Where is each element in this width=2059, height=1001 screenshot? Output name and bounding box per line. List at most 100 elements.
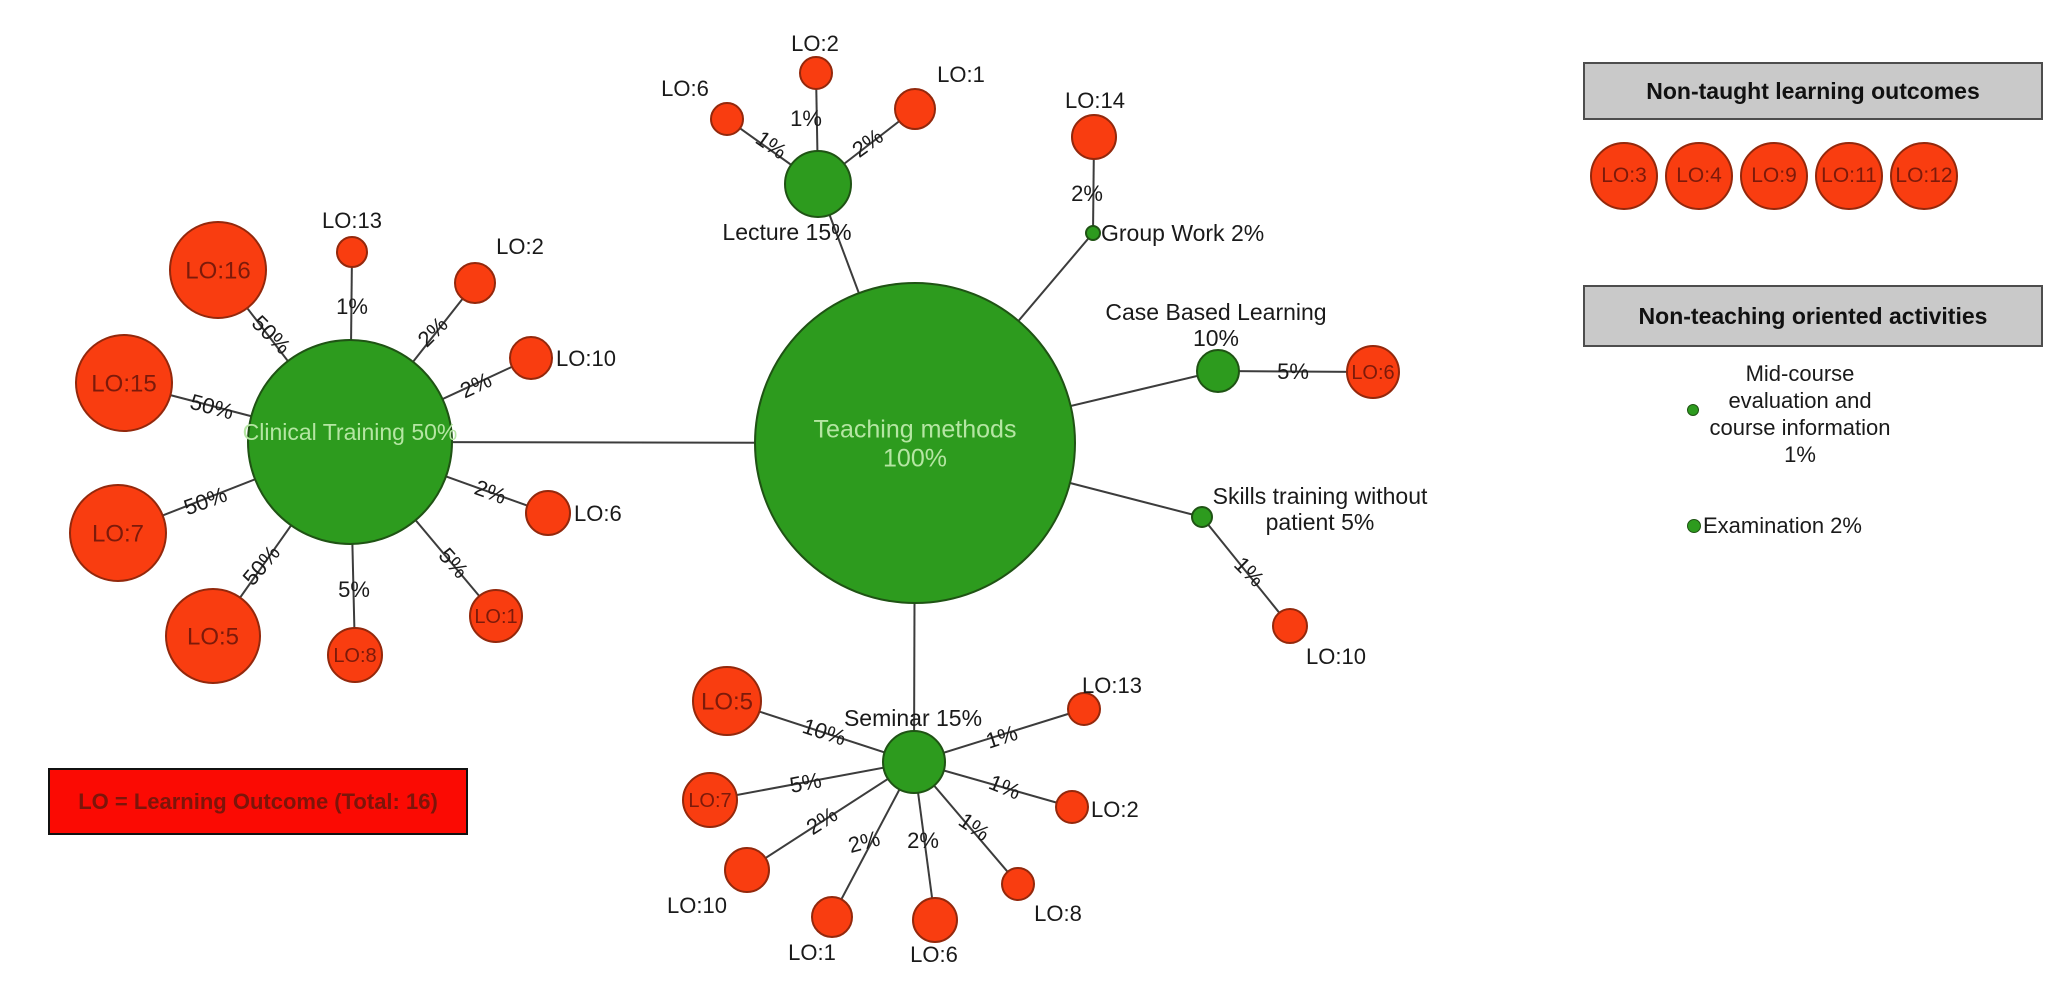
node-label-clinical-lo6: LO:6 bbox=[574, 501, 622, 526]
edge-seminar--seminar-lo7 bbox=[709, 761, 915, 801]
mid-course-line-4: 1% bbox=[1784, 442, 1816, 467]
node-clinical-lo10 bbox=[509, 336, 553, 380]
node-label-group-work-lo14: LO:14 bbox=[1065, 88, 1125, 113]
non-taught-outcome-lo12: LO:12 bbox=[1890, 142, 1958, 210]
node-seminar-lo13 bbox=[1067, 692, 1101, 726]
mid-course-line-3: course information bbox=[1709, 415, 1891, 440]
node-seminar-lo10 bbox=[724, 847, 770, 893]
node-clinical-lo2 bbox=[454, 262, 496, 304]
node-case-based-learning bbox=[1196, 349, 1240, 393]
edge-label-clinical-training--clinical-lo10: 2% bbox=[456, 367, 495, 403]
mid-course-line-1: Mid-course bbox=[1745, 361, 1855, 386]
node-lecture bbox=[784, 150, 852, 218]
node-label-clinical-lo1: LO:1 bbox=[474, 606, 517, 628]
mid-course-evaluation-label: Mid-course evaluation and course informa… bbox=[1697, 360, 1903, 468]
edge-label-group-work--group-work-lo14: 2% bbox=[1071, 181, 1103, 206]
node-label-seminar-lo2: LO:2 bbox=[1091, 797, 1139, 822]
node-label-seminar-lo13: LO:13 bbox=[1082, 673, 1142, 698]
legend-label: LO = Learning Outcome (Total: 16) bbox=[78, 788, 438, 814]
node-seminar bbox=[882, 730, 946, 794]
node-seminar-lo8 bbox=[1001, 867, 1035, 901]
edge-label-seminar--seminar-lo10: 2% bbox=[802, 802, 842, 840]
edge-label-seminar--seminar-lo1: 2% bbox=[845, 826, 882, 858]
node-label-skills-lo10: LO:10 bbox=[1306, 644, 1366, 669]
non-teaching-header: Non-teaching oriented activities bbox=[1583, 285, 2043, 347]
node-clinical-lo8 bbox=[327, 627, 383, 683]
edge-label-seminar--seminar-lo5: 10% bbox=[800, 713, 850, 750]
node-label-clinical-lo13: LO:13 bbox=[322, 208, 382, 233]
edge-label-case-based-learning--cbl-lo6: 5% bbox=[1277, 359, 1309, 384]
node-clinical-training bbox=[247, 339, 453, 545]
node-label-clinical-lo7: LO:7 bbox=[92, 520, 144, 547]
node-label-clinical-lo16: LO:16 bbox=[185, 257, 250, 284]
non-taught-header: Non-taught learning outcomes bbox=[1583, 62, 2043, 120]
node-clinical-lo1 bbox=[469, 589, 523, 643]
node-seminar-lo6 bbox=[912, 897, 958, 943]
node-label-cbl-lo6: LO:6 bbox=[1351, 362, 1394, 384]
mid-course-line-2: evaluation and bbox=[1728, 388, 1872, 413]
edge-label-clinical-training--clinical-lo5: 50% bbox=[238, 540, 285, 590]
non-taught-outcome-lo11: LO:11 bbox=[1815, 142, 1883, 210]
node-clinical-lo15 bbox=[75, 334, 173, 432]
node-seminar-lo2 bbox=[1055, 790, 1089, 824]
edge-label-seminar--seminar-lo8: 1% bbox=[954, 807, 994, 846]
node-label-lecture-lo6: LO:6 bbox=[661, 76, 709, 101]
node-lecture-lo1 bbox=[894, 88, 936, 130]
node-group-work bbox=[1085, 225, 1101, 241]
node-clinical-lo16 bbox=[169, 221, 267, 319]
edge-label-seminar--seminar-lo6: 2% bbox=[907, 828, 939, 853]
node-label-seminar-lo5: LO:5 bbox=[701, 688, 753, 715]
node-label-case-based-learning: Case Based Learning 10% bbox=[1105, 299, 1326, 351]
node-label-clinical-lo10: LO:10 bbox=[556, 346, 616, 371]
node-label-lecture-lo1: LO:1 bbox=[937, 62, 985, 87]
non-taught-circles: LO:3 LO:4 LO:9 LO:11 LO:12 bbox=[1590, 142, 1958, 210]
non-taught-header-label: Non-taught learning outcomes bbox=[1646, 77, 1980, 104]
edge-label-seminar--seminar-lo2: 1% bbox=[985, 770, 1024, 805]
node-label-lecture-lo2: LO:2 bbox=[791, 31, 839, 56]
node-label-teaching-methods: Teaching methods 100% bbox=[814, 415, 1017, 472]
legend-box: LO = Learning Outcome (Total: 16) bbox=[48, 768, 468, 835]
examination-label: Examination 2% bbox=[1703, 513, 1862, 538]
node-label-clinical-training: Clinical Training 50% bbox=[243, 419, 458, 445]
edge-label-seminar--seminar-lo13: 1% bbox=[983, 720, 1021, 754]
node-label-skills-training: Skills training without patient 5% bbox=[1213, 483, 1428, 535]
edge-label-lecture--lecture-lo6: 1% bbox=[751, 125, 791, 164]
node-label-clinical-lo5: LO:5 bbox=[187, 623, 239, 650]
edge-label-lecture--lecture-lo2: 1% bbox=[790, 106, 822, 131]
node-seminar-lo7 bbox=[682, 772, 738, 828]
edge-label-clinical-training--clinical-lo6: 2% bbox=[471, 475, 509, 509]
node-teaching-methods bbox=[754, 282, 1076, 604]
node-group-work-lo14 bbox=[1071, 114, 1117, 160]
node-label-clinical-lo15: LO:15 bbox=[91, 370, 156, 397]
node-label-seminar-lo6: LO:6 bbox=[910, 942, 958, 967]
node-label-group-work: Group Work 2% bbox=[1101, 220, 1264, 246]
node-label-lecture: Lecture 15% bbox=[722, 219, 851, 245]
edge-skills-training--skills-lo10 bbox=[1201, 516, 1291, 627]
node-clinical-lo13 bbox=[336, 236, 368, 268]
non-taught-outcome-lo9: LO:9 bbox=[1740, 142, 1808, 210]
node-clinical-lo7 bbox=[69, 484, 167, 582]
edge-label-clinical-training--clinical-lo15: 50% bbox=[187, 389, 236, 425]
node-cbl-lo6 bbox=[1346, 345, 1400, 399]
node-skills-training bbox=[1191, 506, 1213, 528]
node-lecture-lo6 bbox=[710, 102, 744, 136]
node-lecture-lo2 bbox=[799, 56, 833, 90]
node-label-seminar: Seminar 15% bbox=[844, 705, 982, 731]
non-taught-outcome-lo4: LO:4 bbox=[1665, 142, 1733, 210]
node-label-clinical-lo2: LO:2 bbox=[496, 234, 544, 259]
node-label-seminar-lo10: LO:10 bbox=[667, 893, 727, 918]
node-clinical-lo5 bbox=[165, 588, 261, 684]
examination-dot bbox=[1687, 519, 1701, 533]
node-label-seminar-lo8: LO:8 bbox=[1034, 901, 1082, 926]
node-skills-lo10 bbox=[1272, 608, 1308, 644]
node-label-seminar-lo7: LO:7 bbox=[688, 790, 731, 812]
edge-label-clinical-training--clinical-lo8: 5% bbox=[338, 577, 370, 602]
node-clinical-lo6 bbox=[525, 490, 571, 536]
mid-course-dot bbox=[1687, 404, 1699, 416]
node-label-seminar-lo1: LO:1 bbox=[788, 940, 836, 965]
non-teaching-header-label: Non-teaching oriented activities bbox=[1638, 302, 1988, 329]
edge-label-clinical-training--clinical-lo13: 1% bbox=[336, 294, 368, 319]
edge-label-clinical-training--clinical-lo7: 50% bbox=[180, 482, 230, 521]
